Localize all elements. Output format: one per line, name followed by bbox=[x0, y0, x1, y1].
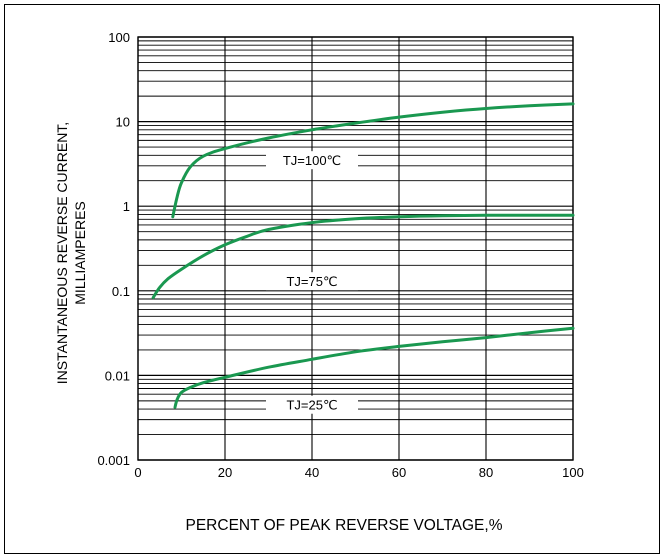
y-axis-label-line-1: INSTANTANEOUS REVERSE CURRENT, bbox=[54, 122, 70, 384]
series-label-1: TJ=75℃ bbox=[286, 274, 337, 289]
y-tick-label: 1 bbox=[123, 199, 130, 214]
series-line-2 bbox=[173, 326, 575, 409]
series-label-bg-1 bbox=[266, 272, 358, 291]
tick-labels: 0 20 40 60 80 100 0.001 0.01 0.1 1 10 100 bbox=[97, 30, 583, 480]
x-tick-label: 40 bbox=[305, 465, 319, 480]
series-label-0: TJ=100℃ bbox=[283, 153, 341, 168]
x-axis-label: PERCENT OF PEAK REVERSE VOLTAGE,% bbox=[186, 517, 503, 534]
y-tick-label: 10 bbox=[116, 115, 130, 130]
x-tick-label: 100 bbox=[562, 465, 584, 480]
x-tick-label: 0 bbox=[134, 465, 141, 480]
y-tick-label: 100 bbox=[108, 30, 130, 45]
y-axis-label-line-2: MILLIAMPERES bbox=[72, 201, 88, 304]
curve-labels: TJ=100℃ TJ=75℃ TJ=25℃ bbox=[266, 151, 358, 414]
series-label-2: TJ=25℃ bbox=[286, 398, 337, 413]
x-tick-label: 60 bbox=[392, 465, 406, 480]
series-line-1 bbox=[151, 213, 575, 300]
series-line-0 bbox=[171, 102, 575, 219]
series-label-bg-0 bbox=[266, 151, 358, 170]
y-tick-label: 0.01 bbox=[105, 368, 130, 383]
plot-border bbox=[137, 36, 574, 461]
x-tick-label: 80 bbox=[479, 465, 493, 480]
x-tick-label: 20 bbox=[218, 465, 232, 480]
y-tick-label: 0.001 bbox=[97, 453, 130, 468]
series-label-bg-2 bbox=[266, 395, 358, 414]
curves bbox=[151, 102, 575, 409]
y-tick-label: 0.1 bbox=[112, 284, 130, 299]
